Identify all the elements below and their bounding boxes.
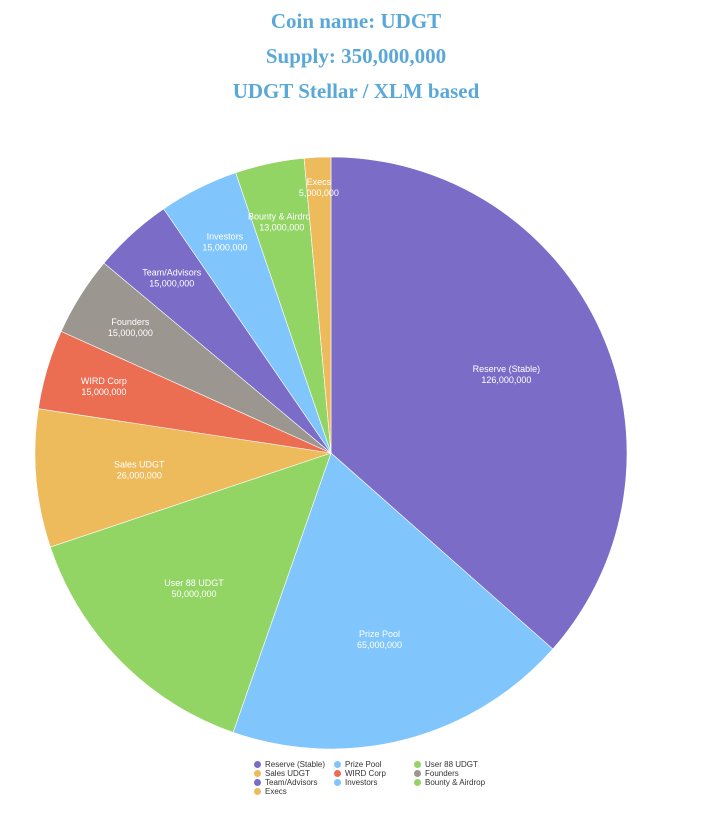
slice-value-label: 126,000,000 bbox=[481, 375, 531, 385]
slice-name-label: Team/Advisors bbox=[142, 268, 202, 278]
coin-name-title: Coin name: UDGT bbox=[270, 9, 442, 33]
legend-swatch bbox=[414, 769, 421, 777]
legend-item-team-advisors: Team/Advisors bbox=[254, 778, 317, 788]
legend-item-investors: Investors bbox=[334, 778, 377, 788]
pie-slice-prize-pool bbox=[232, 452, 554, 750]
pie-chart: Reserve (Stable)126,000,000 Prize Pool65,… bbox=[34, 156, 628, 750]
legend-swatch bbox=[254, 760, 261, 768]
pie-slice-user-88-udgt bbox=[49, 452, 332, 733]
pie-slice-execs bbox=[303, 156, 332, 454]
supply-title: Supply: 350,000,000 bbox=[265, 44, 447, 68]
slice-name-label: Sales UDGT bbox=[114, 460, 165, 470]
legend-swatch bbox=[414, 760, 421, 768]
slice-value-label: 50,000,000 bbox=[172, 589, 217, 599]
legend-swatch bbox=[414, 778, 421, 786]
slice-name-label: User 88 UDGT bbox=[164, 578, 224, 588]
slice-value-label: 5,000,000 bbox=[299, 188, 339, 198]
legend-swatch bbox=[334, 778, 341, 786]
slice-value-label: 26,000,000 bbox=[117, 471, 162, 481]
legend-label: Founders bbox=[425, 769, 459, 778]
legend-item-sales-udgt: Sales UDGT bbox=[254, 769, 310, 779]
legend-item-user-88-udgt: User 88 UDGT bbox=[414, 760, 478, 770]
legend-label: Bounty & Airdrop bbox=[425, 778, 486, 787]
slice-value-label: 13,000,000 bbox=[259, 222, 304, 232]
legend-item-prize-pool: Prize Pool bbox=[334, 760, 381, 770]
slice-value-label: 15,000,000 bbox=[81, 387, 126, 397]
slice-name-label: Bounty & Airdrop bbox=[248, 211, 316, 221]
slice-value-label: 15,000,000 bbox=[149, 279, 194, 289]
slice-name-label: Founders bbox=[111, 317, 150, 327]
slice-name-label: Prize Pool bbox=[359, 629, 400, 639]
slice-value-label: 65,000,000 bbox=[357, 640, 402, 650]
pie-slice-reserve-stable bbox=[330, 156, 628, 650]
legend-label: Execs bbox=[265, 787, 287, 796]
slice-name-label: WIRD Corp bbox=[81, 376, 127, 386]
slice-value-label: 15,000,000 bbox=[108, 328, 153, 338]
legend-swatch bbox=[334, 769, 341, 777]
slice-value-label: 15,000,000 bbox=[202, 242, 247, 252]
slice-name-label: Execs bbox=[307, 177, 332, 187]
legend-label: Team/Advisors bbox=[265, 778, 318, 787]
legend-item-founders: Founders bbox=[414, 769, 459, 779]
legend-swatch bbox=[254, 778, 261, 786]
legend-label: Reserve (Stable) bbox=[265, 760, 326, 769]
legend-label: Prize Pool bbox=[345, 760, 382, 769]
legend-label: WIRD Corp bbox=[345, 769, 386, 778]
pie-slice-sales-udgt bbox=[34, 408, 332, 548]
slice-name-label: Investors bbox=[207, 231, 244, 241]
legend-swatch bbox=[254, 769, 261, 777]
legend-swatch bbox=[334, 760, 341, 768]
legend-item-wird-corp: WIRD Corp bbox=[334, 769, 386, 779]
slice-name-label: Reserve (Stable) bbox=[473, 364, 541, 374]
legend-label: User 88 UDGT bbox=[425, 760, 478, 769]
legend-item-execs: Execs bbox=[254, 787, 287, 797]
legend-label: Sales UDGT bbox=[265, 769, 310, 778]
legend-label: Investors bbox=[345, 778, 378, 787]
legend-swatch bbox=[254, 787, 261, 795]
legend-item-bounty-airdrop: Bounty & Airdrop bbox=[414, 778, 485, 788]
platform-title: UDGT Stellar / XLM based bbox=[232, 79, 480, 103]
legend-item-reserve-stable: Reserve (Stable) bbox=[254, 760, 325, 770]
